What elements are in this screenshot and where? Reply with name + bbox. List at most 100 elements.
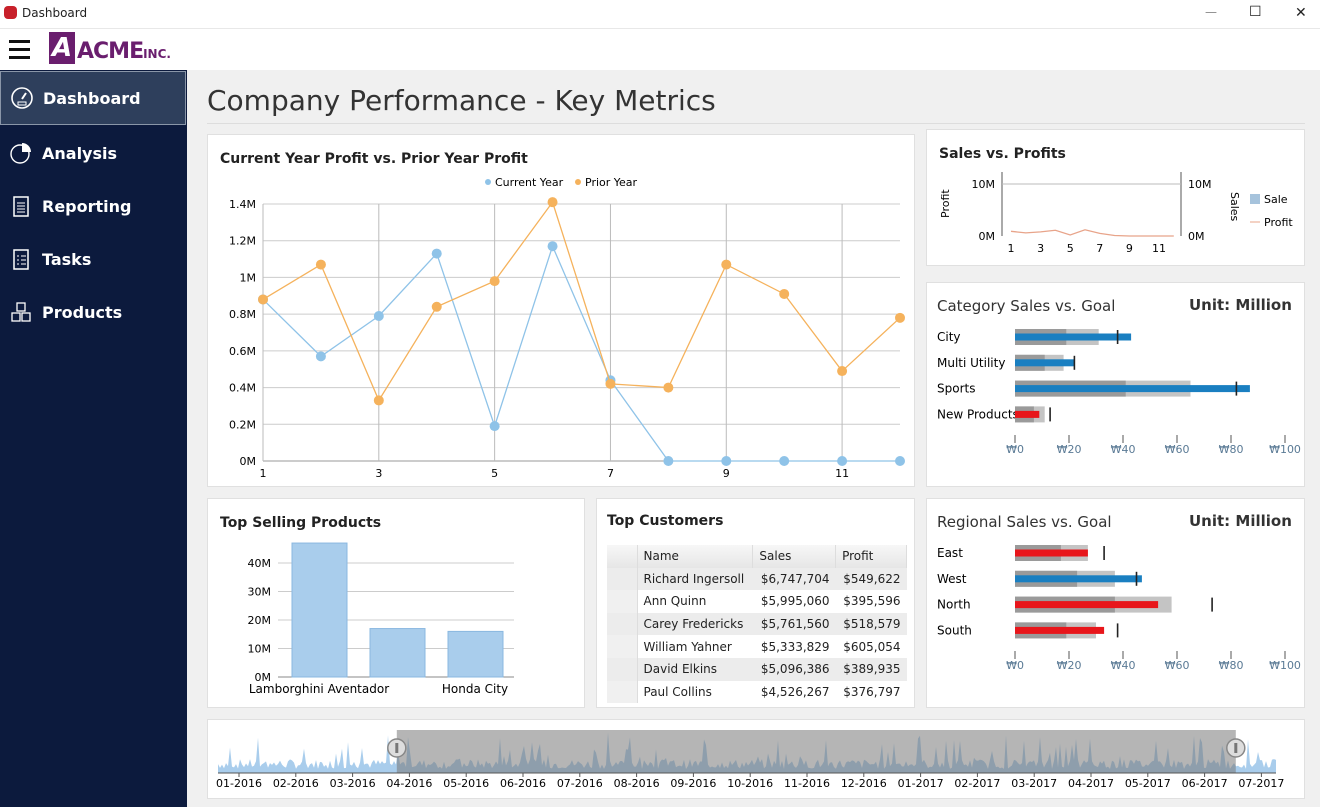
data-point: [258, 294, 268, 305]
table-row[interactable]: William Yahner $5,333,829 $605,054: [607, 635, 907, 658]
column-header-sales[interactable]: Sales: [752, 545, 837, 568]
x-tick-label: 1: [1008, 242, 1015, 255]
table-header-row: Name Sales Profit: [607, 545, 907, 568]
unit-label: Unit: Million: [1189, 512, 1292, 530]
page-title: Company Performance - Key Metrics: [207, 84, 716, 117]
row-header[interactable]: [607, 612, 638, 636]
x-tick-label: 9: [723, 467, 730, 480]
acme-logo: A ACME INC.: [49, 32, 171, 64]
row-label: West: [937, 572, 967, 586]
data-point: [895, 456, 905, 466]
row-header[interactable]: [607, 567, 638, 591]
table-row[interactable]: Richard Ingersoll $6,747,704 $549,622: [607, 567, 907, 591]
data-point: [605, 378, 616, 389]
x-tick-label: 9: [1126, 242, 1133, 255]
legend-label: Current Year: [495, 176, 564, 189]
hamburger-menu-icon[interactable]: [9, 40, 30, 59]
x-tick-label: ₩100: [1269, 659, 1301, 672]
y-tick-label: 1.2M: [229, 235, 256, 248]
table-row[interactable]: Ann Quinn $5,995,060 $395,596: [607, 590, 907, 613]
sidebar-item-products[interactable]: Products: [0, 285, 186, 339]
data-point: [547, 197, 558, 208]
x-tick-label: 09-2016: [670, 777, 716, 790]
x-tick-label: ₩40: [1111, 443, 1136, 456]
app-icon: [4, 6, 17, 19]
cell-sales: $5,333,829: [760, 639, 830, 654]
data-point: [431, 301, 442, 312]
x-tick-label: ₩0: [1006, 659, 1024, 672]
top-products-card: Top Selling Products 0M 10M 20M 30M 40M Lambo…: [207, 498, 585, 708]
timeline-range-selector[interactable]: 01-2016 02-2016 03-2016 04-2016 05-2016 06-20…: [208, 720, 1306, 800]
sidebar-item-dashboard[interactable]: Dashboard: [0, 71, 186, 125]
table-row[interactable]: David Elkins $5,096,386 $389,935: [607, 657, 907, 681]
category-sales-card: Category Sales vs. Goal Unit: Million Ci…: [926, 282, 1305, 487]
title-bar: Dashboard — ☐ ✕: [0, 0, 1320, 28]
unit-label: Unit: Million: [1189, 296, 1292, 314]
row-label: South: [937, 623, 972, 637]
data-point: [779, 288, 790, 299]
sidebar-item-analysis[interactable]: Analysis: [0, 126, 186, 180]
close-button[interactable]: ✕: [1295, 5, 1307, 21]
data-point: [663, 456, 674, 466]
table-row[interactable]: Carey Fredericks $5,761,560 $518,579: [607, 612, 907, 636]
value-bar: [1015, 410, 1040, 418]
x-tick-label: 06-2016: [500, 777, 546, 790]
y-tick-label: 40M: [248, 557, 272, 570]
cell-sales: $5,995,060: [760, 594, 830, 609]
legend-marker-sale: [1250, 194, 1260, 204]
data-point: [779, 456, 790, 466]
x-tick-label: 02-2017: [954, 777, 1000, 790]
title-divider: [207, 123, 1305, 124]
customers-table[interactable]: Name Sales Profit Richard Ingersoll $6,74…: [607, 545, 907, 704]
cell-sales: $6,747,704: [752, 567, 836, 591]
x-tick-label: 04-2016: [386, 777, 432, 790]
sidebar-item-label: Reporting: [42, 196, 132, 216]
y-tick-label: 0.8M: [229, 308, 256, 321]
legend-marker: [575, 179, 581, 185]
sidebar-item-tasks[interactable]: Tasks: [0, 232, 186, 286]
x-tick-label: 11: [1152, 242, 1166, 255]
y2-tick-label: 10M: [1188, 178, 1212, 191]
table-row[interactable]: Paul Collins $4,526,267 $376,797: [607, 680, 907, 704]
chart-title: Regional Sales vs. Goal: [937, 513, 1112, 531]
minimize-button[interactable]: —: [1205, 5, 1217, 19]
cell-sales: $5,096,386: [752, 657, 836, 681]
x-tick-label: ₩20: [1057, 659, 1082, 672]
x-tick-label: 10-2016: [727, 777, 773, 790]
x-tick-label: ₩40: [1111, 659, 1136, 672]
x-tick-label: ₩80: [1219, 443, 1244, 456]
row-header[interactable]: [607, 680, 638, 704]
sales-profits-chart: 0M 0M 10M 10M 1 3 5 7 9 11 Profit Sales Sale Profit: [939, 172, 1293, 255]
cell-name: William Yahner: [643, 639, 732, 654]
y2-tick-label: 0M: [1188, 230, 1205, 243]
row-header[interactable]: [607, 635, 638, 658]
column-header-profit[interactable]: Profit: [835, 545, 907, 568]
y-tick-label: 20M: [248, 614, 272, 627]
sidebar-item-reporting[interactable]: Reporting: [0, 179, 186, 233]
x-tick-label: ₩60: [1165, 443, 1190, 456]
legend-marker: [485, 179, 491, 185]
x-tick-label: 7: [1096, 242, 1103, 255]
gauge-icon: [9, 85, 35, 111]
logo-mark-icon: A: [49, 32, 75, 64]
sidebar-item-label: Analysis: [42, 143, 118, 163]
series-line-prior: [262, 200, 901, 402]
maximize-button[interactable]: ☐: [1249, 4, 1262, 20]
value-bar: [1015, 385, 1250, 393]
regional-bullet-chart: East West North South ₩0 ₩20 ₩40 ₩60 ₩80 ₩100: [937, 545, 1301, 672]
row-header[interactable]: [607, 657, 638, 681]
timeline-card: 01-2016 02-2016 03-2016 04-2016 05-2016 06-20…: [207, 719, 1305, 799]
cell-name: Ann Quinn: [643, 594, 707, 609]
cell-profit: $376,797: [843, 684, 901, 699]
row-label: City: [937, 330, 961, 344]
column-header-name[interactable]: Name: [637, 545, 754, 568]
data-point: [489, 421, 500, 432]
y-tick-label: 30M: [248, 586, 272, 599]
card-title: Top Customers: [607, 513, 724, 529]
chart-title: Top Selling Products: [220, 515, 382, 531]
y-tick-label: 0M: [240, 455, 257, 468]
data-point: [663, 382, 674, 393]
cell-sales: $4,526,267: [760, 684, 830, 699]
row-header[interactable]: [607, 590, 638, 613]
app-header: A ACME INC.: [0, 28, 1320, 70]
